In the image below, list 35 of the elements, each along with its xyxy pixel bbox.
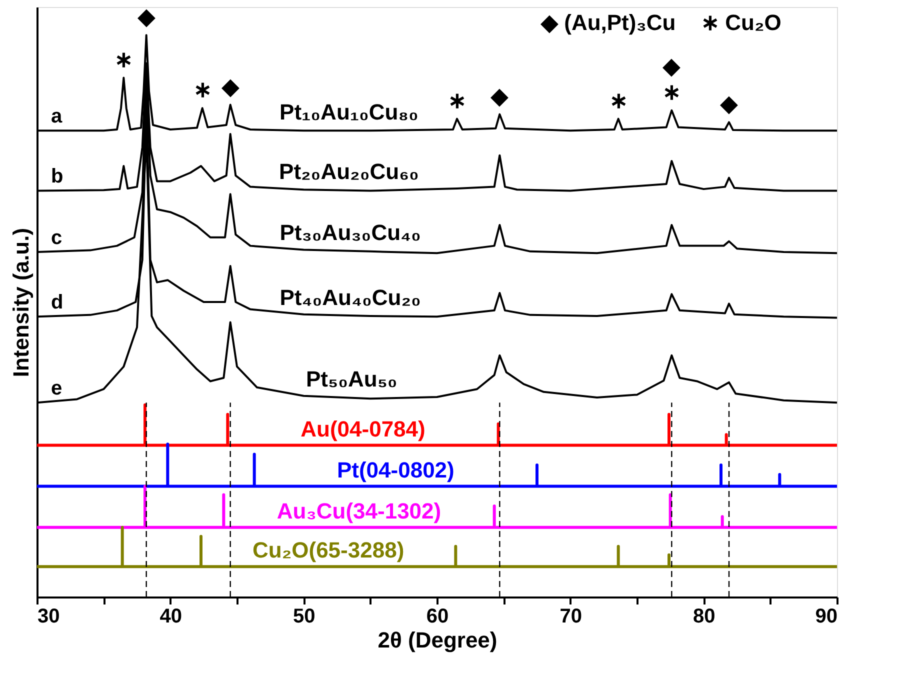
series-label: a [51, 106, 63, 128]
x-tick-label: 30 [38, 606, 60, 628]
annotation: ◆ [662, 53, 682, 78]
text: ◆ (Au,Pt)₃Cu [540, 10, 676, 35]
series-label: Pt(04-0802) [336, 457, 454, 482]
annotation: Pt₅₀Au₅₀ [306, 366, 398, 392]
series-label: b [51, 166, 64, 188]
annotation: Pt₁₀Au₁₀Cu₈₀ [280, 100, 418, 125]
annotation: ∗ [448, 88, 466, 113]
text: ∗ Cu₂O [701, 10, 782, 35]
x-tick-label: 90 [815, 606, 838, 628]
annotation: ∗ [193, 77, 212, 102]
annotation: Pt₂₀Au₂₀Cu₆₀ [279, 159, 419, 184]
x-tick-label: 60 [426, 606, 449, 628]
series-label: Cu₂O(65-3288) [252, 538, 404, 563]
series-label: Au₃Cu(34-1302) [276, 498, 442, 524]
x-tick-label: 50 [293, 606, 316, 628]
x-tick-label: 80 [693, 606, 716, 628]
x-axis-title: 2θ (Degree) [378, 628, 498, 652]
x-tick-label: 40 [160, 606, 182, 628]
annotation: ◆ [136, 4, 156, 30]
annotation: ∗ [114, 46, 133, 72]
annotation: ◆ [490, 83, 510, 108]
annotation: ◆ [720, 91, 738, 116]
annotation: ∗ [609, 88, 628, 113]
series-label: e [51, 378, 62, 400]
annotation: ◆ [220, 74, 240, 99]
series-label: c [51, 226, 62, 249]
y-axis-title: Intensity (a.u.) [8, 228, 34, 378]
annotation: Pt₄₀Au₄₀Cu₂₀ [280, 285, 421, 310]
series-label: d [51, 292, 64, 314]
series-label: Au(04-0784) [300, 416, 426, 442]
annotation: Pt₃₀Au₃₀Cu₄₀ [280, 220, 421, 245]
x-tick-label: 70 [560, 606, 582, 628]
annotation: ∗ [662, 79, 681, 104]
